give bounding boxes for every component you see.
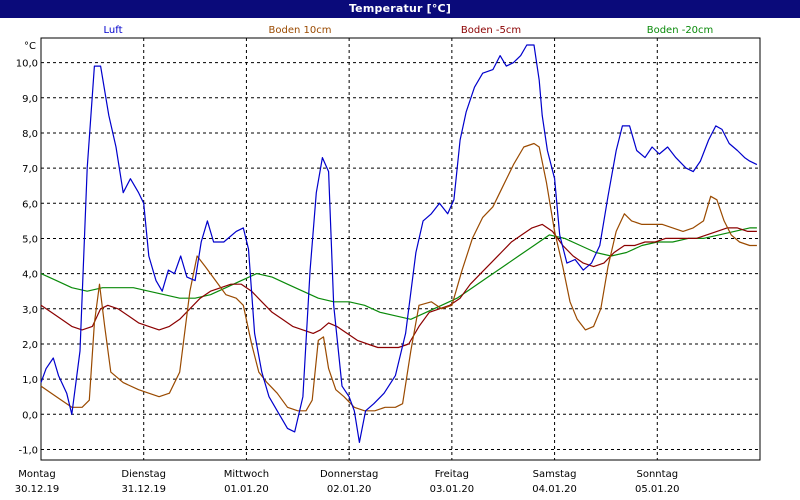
y-tick-label: 9,0 xyxy=(22,94,38,105)
y-tick-label: 3,0 xyxy=(22,305,38,316)
x-tick-date: 04.01.20 xyxy=(532,484,577,495)
x-tick-date: 31.12.19 xyxy=(121,484,166,495)
legend-item-boden-10cm: Boden 10cm xyxy=(268,25,332,36)
legend-item-boden-minus-5cm: Boden -5cm xyxy=(460,25,522,36)
y-tick-label: 10,0 xyxy=(16,59,38,70)
x-tick-date: 03.01.20 xyxy=(430,484,475,495)
x-tick-day: Sonntag xyxy=(637,469,679,480)
x-tick-day: Samstag xyxy=(533,469,577,480)
y-tick-label: 1,0 xyxy=(22,375,38,386)
series-line-boden-10cm xyxy=(40,142,757,412)
series-line-boden-20cm xyxy=(40,227,757,320)
plot-area xyxy=(40,37,761,461)
y-tick-label: 6,0 xyxy=(22,199,38,210)
y-tick-label: -1,0 xyxy=(18,445,38,456)
x-tick-day: Freitag xyxy=(435,469,469,480)
x-tick-date: 02.01.20 xyxy=(327,484,372,495)
y-tick-label: 4,0 xyxy=(22,270,38,281)
x-tick-date: 05.01.20 xyxy=(635,484,680,495)
chart-title: Temperatur [°C] xyxy=(0,0,800,18)
series-line-luft xyxy=(40,44,758,443)
x-tick-date: 30.12.19 xyxy=(15,484,60,495)
legend-item-boden-minus-20cm: Boden -20cm xyxy=(646,25,714,36)
x-tick-day: Mittwoch xyxy=(224,469,269,480)
y-tick-label: 7,0 xyxy=(22,164,38,175)
x-tick-date: 01.01.20 xyxy=(224,484,269,495)
x-tick-day: Montag xyxy=(18,469,55,480)
x-tick-day: Donnerstag xyxy=(320,469,378,480)
series-line-boden-5cm xyxy=(40,223,757,349)
x-tick-day: Dienstag xyxy=(121,469,166,480)
y-tick-label: 2,0 xyxy=(22,340,38,351)
y-tick-label: 8,0 xyxy=(22,129,38,140)
y-axis-unit: °C xyxy=(24,41,36,52)
y-tick-label: 0,0 xyxy=(22,410,38,421)
y-tick-label: 5,0 xyxy=(22,234,38,245)
legend-item-luft: Luft xyxy=(103,25,123,36)
